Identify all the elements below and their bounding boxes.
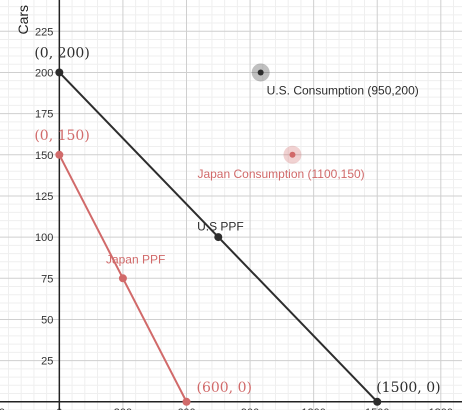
point-coordinate-label: (0, 150): [34, 128, 89, 144]
ppf-point: [55, 68, 64, 77]
point-coordinate-label: (0, 200): [34, 45, 89, 61]
consumption-label: Japan Consumption (1100,150): [197, 167, 364, 181]
ppf-point: [182, 397, 191, 406]
consumption-point: [257, 69, 264, 76]
annotation-layer: (0, 200) (1500, 0) (0, 150) (600, 0) U.S PPF…: [34, 45, 440, 395]
series-label-us-ppf: U.S PPF: [197, 220, 244, 234]
y-tick-label: 225: [35, 26, 53, 38]
tick-labels: 3000300600900120015001800255075100125150…: [0, 26, 453, 415]
y-tick-label: 50: [41, 314, 53, 326]
y-tick-label: 200: [35, 67, 53, 79]
y-axis-label: Cars: [15, 5, 31, 35]
y-tick-label: 125: [35, 191, 53, 203]
point-coordinate-label: (600, 0): [196, 380, 251, 396]
series-label-japan-ppf: Japan PPF: [106, 252, 165, 266]
consumption-point: [289, 151, 296, 158]
consumption-label: U.S. Consumption (950,200): [267, 83, 419, 97]
ppf-point: [118, 274, 127, 283]
series-layer: [55, 63, 382, 406]
y-tick-label: 175: [35, 109, 53, 121]
y-tick-label: 75: [41, 273, 53, 285]
y-tick-label: 25: [41, 356, 53, 368]
ppf-point: [55, 150, 64, 159]
point-coordinate-label: (1500, 0): [376, 380, 440, 396]
y-tick-label: 150: [35, 150, 53, 162]
ppf-point: [214, 233, 223, 242]
y-tick-label: 100: [35, 232, 53, 244]
ppf-point: [373, 397, 382, 406]
